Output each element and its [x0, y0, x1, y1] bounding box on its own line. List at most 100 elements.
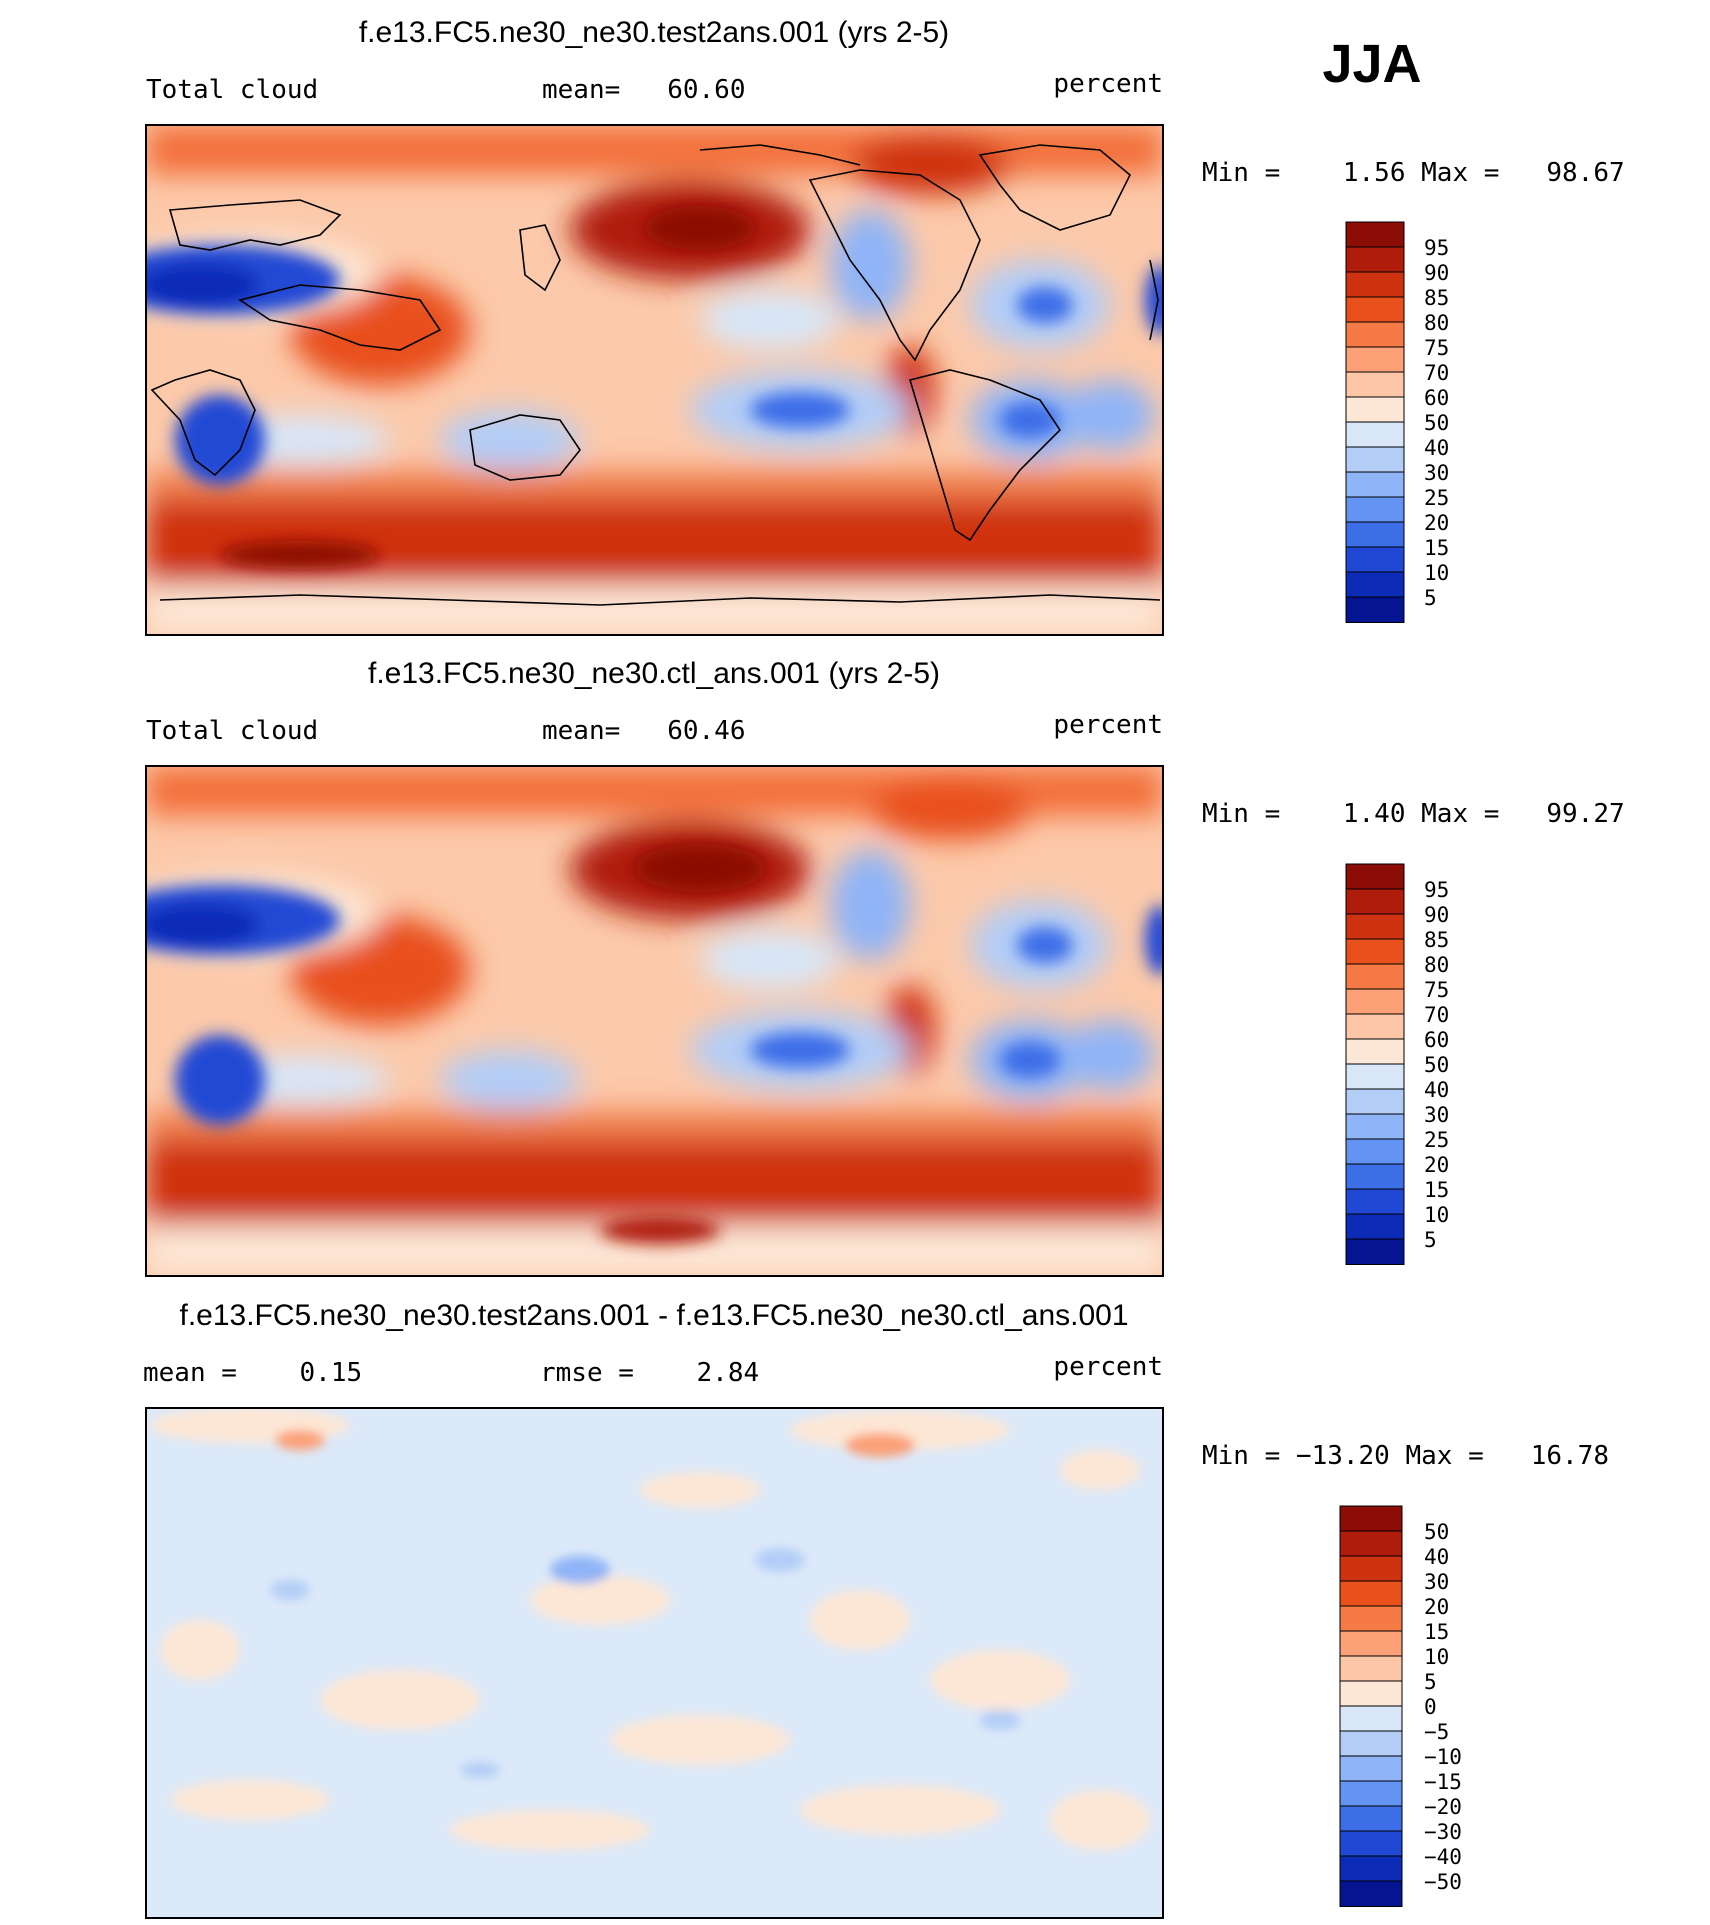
- colorbar-tick-label: 80: [1424, 311, 1449, 335]
- colorbar-swatch: [1339, 1630, 1403, 1657]
- colorbar-tick-label: 40: [1424, 436, 1449, 460]
- colorbar-swatch: [1345, 371, 1405, 398]
- colorbar-tick-label: 5: [1424, 586, 1437, 610]
- colorbar-swatch: [1339, 1805, 1403, 1832]
- map-field: [146, 766, 1163, 1276]
- colorbar-tick-label: 70: [1424, 361, 1449, 385]
- colorbar-swatch: [1345, 938, 1405, 965]
- colorbar-swatch: [1339, 1830, 1403, 1857]
- colorbar-swatch: [1339, 1780, 1403, 1807]
- variable-label: Total cloud: [146, 716, 318, 746]
- colorbar-tick-label: −30: [1424, 1820, 1462, 1844]
- colorbar-swatch: [1345, 1113, 1405, 1140]
- colorbar-swatch: [1345, 546, 1405, 573]
- colorbar-swatch: [1339, 1755, 1403, 1782]
- colorbar-tick-label: 80: [1424, 953, 1449, 977]
- colorbar-swatch: [1345, 1213, 1405, 1240]
- colorbar-tick-label: 15: [1424, 1620, 1449, 1644]
- colorbar-swatch: [1345, 296, 1405, 323]
- colorbar-tick-label: 10: [1424, 1645, 1449, 1669]
- colorbar-tick-label: 25: [1424, 486, 1449, 510]
- colorbar-swatch: [1345, 471, 1405, 498]
- min-max-label: Min = 1.40 Max = 99.27: [1202, 799, 1625, 829]
- colorbar-tick-label: −5: [1424, 1720, 1449, 1744]
- colorbar-swatch: [1339, 1530, 1403, 1557]
- colorbar-swatch: [1345, 913, 1405, 940]
- colorbar-swatch: [1339, 1655, 1403, 1682]
- panel-control: f.e13.FC5.ne30_ne30.ctl_ans.001 (yrs 2-5…: [145, 657, 1625, 1277]
- map-frame: [145, 124, 1164, 636]
- panel-title: f.e13.FC5.ne30_ne30.test2ans.001 (yrs 2-…: [359, 16, 949, 49]
- colorbar-swatch: [1339, 1705, 1403, 1732]
- colorbar-tick-label: 25: [1424, 1128, 1449, 1152]
- colorbar-swatch: [1345, 571, 1405, 598]
- colorbar-tick-label: 50: [1424, 1053, 1449, 1077]
- colorbar-swatch: [1345, 446, 1405, 473]
- colorbar-swatch: [1339, 1555, 1403, 1582]
- colorbar-tick-label: 70: [1424, 1003, 1449, 1027]
- colorbar-tick-label: 30: [1424, 1103, 1449, 1127]
- colorbar-tick-label: 10: [1424, 1203, 1449, 1227]
- map-field: [146, 1408, 1163, 1918]
- colorbar-swatch: [1345, 396, 1405, 423]
- colorbar-swatch: [1345, 888, 1405, 915]
- min-max-label: Min = 1.56 Max = 98.67: [1202, 158, 1625, 188]
- colorbar-swatch: [1345, 521, 1405, 548]
- units-label: percent: [1053, 710, 1163, 740]
- colorbar-tick-label: 90: [1424, 261, 1449, 285]
- colorbar-tick-label: 20: [1424, 1153, 1449, 1177]
- season-label: JJA: [1322, 34, 1421, 94]
- colorbar-tick-label: 60: [1424, 1028, 1449, 1052]
- colorbar-swatch: [1339, 1505, 1403, 1532]
- min-max-label: Min = −13.20 Max = 16.78: [1202, 1441, 1609, 1471]
- colorbar-tick-label: 85: [1424, 928, 1449, 952]
- map-field: [146, 125, 1163, 635]
- colorbar-swatch: [1345, 496, 1405, 523]
- variable-label: Total cloud: [146, 75, 318, 105]
- colorbar-tick-label: 85: [1424, 286, 1449, 310]
- colorbar-swatch: [1339, 1855, 1403, 1882]
- colorbar-tick-label: 50: [1424, 1520, 1449, 1544]
- colorbar-tick-label: 75: [1424, 978, 1449, 1002]
- colorbar-tick-label: 30: [1424, 461, 1449, 485]
- colorbar-tick-label: 40: [1424, 1545, 1449, 1569]
- colorbar-tick-label: 15: [1424, 536, 1449, 560]
- colorbar-swatch: [1345, 1163, 1405, 1190]
- colorbar-swatch: [1339, 1730, 1403, 1757]
- colorbar-tick-label: 50: [1424, 411, 1449, 435]
- colorbar-swatch: [1345, 1013, 1405, 1040]
- map-frame: [145, 765, 1164, 1277]
- colorbar-swatch: [1339, 1605, 1403, 1632]
- panel-title: f.e13.FC5.ne30_ne30.test2ans.001 - f.e13…: [179, 1299, 1128, 1332]
- colorbar-tick-label: 20: [1424, 1595, 1449, 1619]
- colorbar-swatch: [1345, 221, 1405, 248]
- colorbar-tick-label: −10: [1424, 1745, 1462, 1769]
- colorbar-tick-label: 60: [1424, 386, 1449, 410]
- colorbar-tick-label: 95: [1424, 236, 1449, 260]
- colorbar-swatch: [1345, 1188, 1405, 1215]
- map-frame: [145, 1407, 1164, 1919]
- colorbar-tick-label: 90: [1424, 903, 1449, 927]
- panel-difference: f.e13.FC5.ne30_ne30.test2ans.001 - f.e13…: [143, 1299, 1609, 1919]
- colorbar-swatch: [1345, 421, 1405, 448]
- colorbar-swatch: [1345, 1063, 1405, 1090]
- colorbar-tick-label: 5: [1424, 1670, 1437, 1694]
- colorbar-swatch: [1345, 1088, 1405, 1115]
- colorbar-swatch: [1339, 1580, 1403, 1607]
- colorbar-tick-label: 20: [1424, 511, 1449, 535]
- colorbar-tick-label: −40: [1424, 1845, 1462, 1869]
- colorbar-tick-label: −50: [1424, 1870, 1462, 1894]
- colorbar-tick-label: 5: [1424, 1228, 1437, 1252]
- colorbar-swatch: [1345, 1038, 1405, 1065]
- colorbar-swatch: [1339, 1880, 1403, 1907]
- units-label: percent: [1053, 69, 1163, 99]
- colorbar-swatch: [1345, 863, 1405, 890]
- colorbar-swatch: [1345, 596, 1405, 623]
- colorbar-swatch: [1345, 346, 1405, 373]
- colorbar-swatch: [1345, 1138, 1405, 1165]
- colorbar-swatch: [1345, 988, 1405, 1015]
- colorbar-swatch: [1339, 1680, 1403, 1707]
